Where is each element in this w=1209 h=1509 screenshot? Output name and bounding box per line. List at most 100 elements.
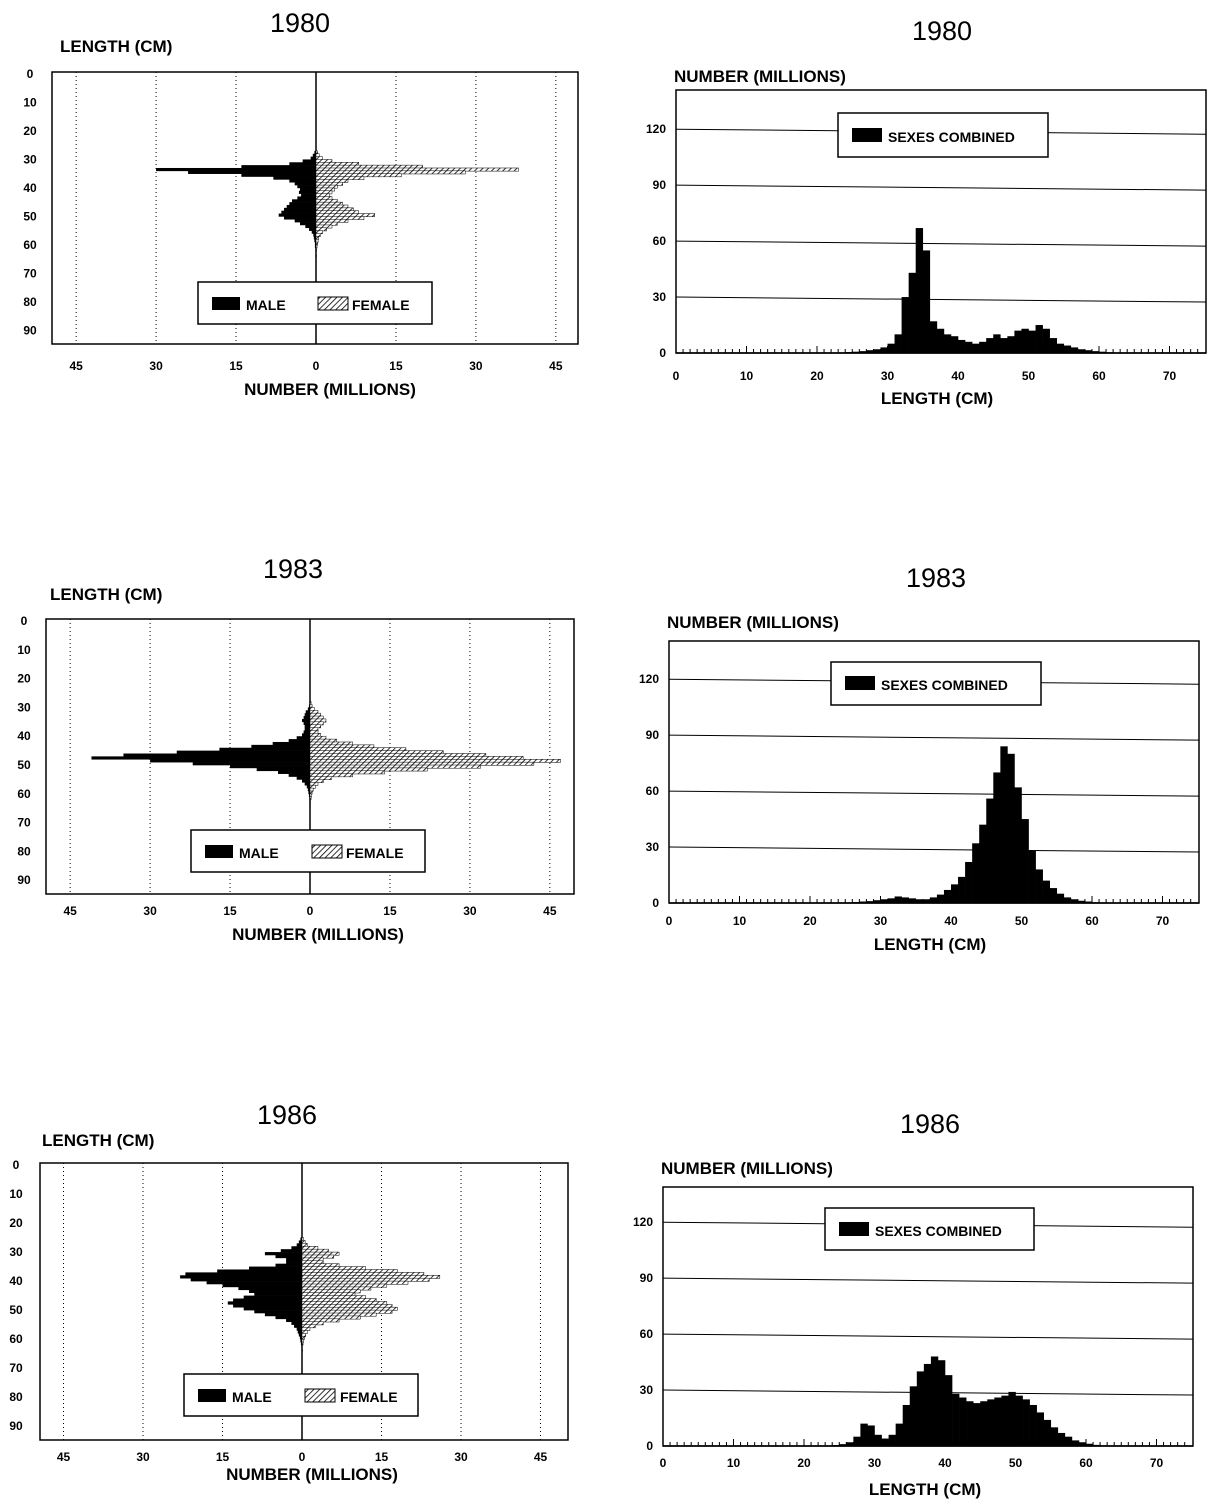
- y-tick-label: 60: [646, 784, 660, 798]
- bar-male: [300, 187, 316, 192]
- bar-combined: [1000, 338, 1008, 353]
- bar-male: [305, 224, 316, 229]
- x-tick-label: 45: [534, 1450, 548, 1464]
- bar-male: [307, 707, 310, 711]
- y-tick-label: 50: [17, 758, 31, 772]
- bar-male: [315, 253, 316, 257]
- bar-combined: [880, 347, 888, 353]
- bar-male: [222, 1283, 302, 1288]
- bar-male: [314, 242, 316, 246]
- y-tick-label: 120: [639, 672, 659, 686]
- plot-frame: [51, 71, 579, 345]
- y-tick-label: 70: [9, 1361, 23, 1375]
- bar-male: [233, 1298, 302, 1302]
- bar-male: [272, 741, 310, 746]
- x-tick-label: 0: [313, 359, 320, 373]
- x-tick-label: 15: [223, 904, 237, 918]
- bar-combined: [1077, 349, 1086, 353]
- bar-male: [180, 1275, 302, 1279]
- bar-combined: [1028, 330, 1036, 353]
- bar-male: [303, 721, 310, 725]
- bar-male: [291, 1321, 302, 1325]
- x-tick-label: 40: [944, 914, 958, 928]
- bar-male: [230, 765, 310, 769]
- y-tick-labels: 0 30 60 90 120: [646, 122, 666, 360]
- y-tick-label: 90: [640, 1271, 654, 1285]
- bar-male: [251, 744, 310, 749]
- x-axis-title: NUMBER (MILLIONS): [232, 925, 404, 944]
- bar-combined: [993, 334, 1001, 353]
- bar-combined: [952, 1393, 960, 1446]
- bar-male: [303, 730, 310, 734]
- y-axis-title: NUMBER (MILLIONS): [667, 613, 839, 632]
- bar-combined: [859, 351, 867, 353]
- bar-combined: [986, 798, 994, 903]
- bar-male: [302, 159, 316, 163]
- bar-combined: [993, 772, 1001, 903]
- x-tick-label: 30: [143, 904, 157, 918]
- y-tick-label: 70: [23, 266, 37, 280]
- bar-male: [301, 193, 316, 197]
- x-tick-labels: 45 30 15 0 15 30 45: [63, 904, 556, 918]
- y-tick-label: 30: [640, 1383, 654, 1397]
- y-tick-label: 60: [640, 1327, 654, 1341]
- y-tick-labels: 0 10 20 30 40 50 60 70 80 90: [23, 67, 37, 337]
- bar-combined: [1070, 347, 1079, 353]
- x-tick-labels: 45 30 15 0 15 30 45: [69, 359, 562, 373]
- y-tick-label: 40: [9, 1274, 23, 1288]
- bar-combined: [909, 1386, 918, 1446]
- bar-combined: [951, 884, 959, 903]
- bars: [180, 1237, 441, 1358]
- bar-combined: [986, 338, 994, 353]
- y-axis-title: NUMBER (MILLIONS): [674, 67, 846, 86]
- bar-male: [294, 182, 316, 186]
- x-tick-labels: 45 30 15 0 15 30 45: [57, 1450, 548, 1464]
- bar-male: [302, 718, 310, 723]
- y-tick-label: 20: [23, 124, 37, 138]
- bar-combined: [1014, 787, 1022, 903]
- legend: MALE FEMALE: [197, 281, 433, 325]
- bar-combined: [950, 336, 959, 353]
- bar-combined: [958, 876, 966, 903]
- bar-male: [303, 716, 310, 720]
- bar-combined: [937, 1360, 946, 1446]
- y-tick-label: 60: [23, 238, 37, 252]
- y-tick-label: 90: [9, 1419, 23, 1433]
- bar-male: [313, 236, 316, 240]
- y-tick-label: 70: [17, 816, 31, 830]
- bar-combined: [916, 1371, 925, 1446]
- bar-male: [286, 205, 316, 209]
- y-tick-label: 0: [659, 346, 666, 360]
- bar-male: [298, 190, 316, 194]
- x-tick-label: 70: [1163, 369, 1177, 383]
- x-tick-label: 60: [1079, 1456, 1093, 1470]
- bar-combined: [846, 1442, 854, 1446]
- bar-combined: [874, 1434, 882, 1446]
- y-tick-label: 0: [646, 1439, 653, 1453]
- x-tick-label: 30: [469, 359, 483, 373]
- bar-male: [301, 1344, 302, 1349]
- bar-male: [176, 750, 310, 754]
- y-axis-title: NUMBER (MILLIONS): [661, 1159, 833, 1178]
- y-tick-label: 90: [23, 323, 37, 337]
- legend-label-male: MALE: [239, 845, 279, 861]
- chart-title: 1986: [257, 1100, 317, 1130]
- x-axis-title: LENGTH (CM): [874, 935, 986, 954]
- bar-male: [286, 1257, 302, 1262]
- legend-swatch-combined: [845, 676, 875, 690]
- y-tick-label: 90: [17, 873, 31, 887]
- x-tick-label: 0: [673, 369, 680, 383]
- bar-combined: [1007, 753, 1015, 903]
- bar-combined: [943, 334, 952, 353]
- bar-combined: [1077, 900, 1086, 903]
- y-tick-label: 10: [9, 1187, 23, 1201]
- bar-combined: [873, 349, 881, 353]
- bar-combined: [1021, 819, 1029, 903]
- bar-combined: [880, 899, 888, 903]
- bar-male: [249, 1289, 302, 1293]
- x-tick-label: 30: [136, 1450, 150, 1464]
- bar-combined: [908, 272, 916, 353]
- y-tick-label: 30: [646, 840, 660, 854]
- bar-combined: [966, 1401, 974, 1446]
- legend: MALE FEMALE: [183, 1373, 419, 1417]
